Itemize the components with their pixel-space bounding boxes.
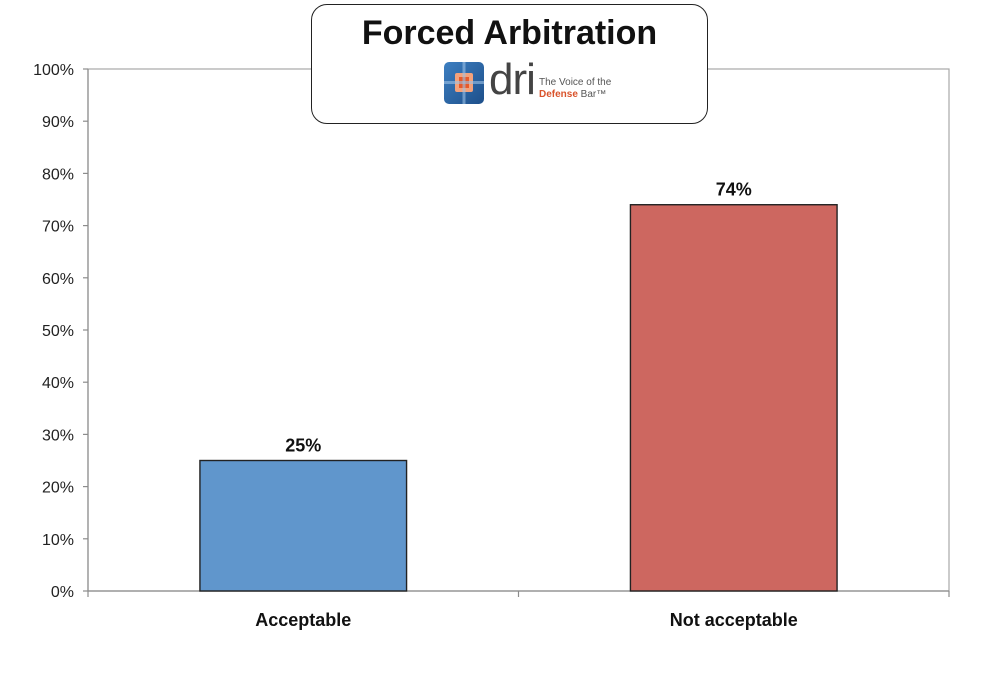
bar-acceptable — [199, 459, 408, 592]
dri-tagline: The Voice of the Defense Bar™ — [539, 77, 611, 101]
y-tick-label: 10% — [42, 532, 74, 549]
y-axis: 0% 10% 20% 30% 40% 50% 60% 70% 80% 90% 100% — [33, 62, 88, 601]
x-tick-label: Acceptable — [255, 610, 351, 630]
data-label: 25% — [285, 436, 321, 456]
y-tick-label: 50% — [42, 323, 74, 340]
y-tick-label: 90% — [42, 114, 74, 131]
y-tick-label: 0% — [51, 584, 74, 601]
y-tick-label: 70% — [42, 219, 74, 236]
dri-tagline-rest: Bar™ — [577, 89, 607, 100]
dri-tagline-line1: The Voice of the — [539, 77, 612, 88]
bar-not-acceptable — [629, 204, 838, 592]
dri-logo: dri The Voice of the Defense Bar™ — [443, 55, 623, 109]
y-tick-label: 20% — [42, 480, 74, 497]
x-tick-label: Not acceptable — [670, 610, 798, 630]
y-tick-label: 80% — [42, 166, 74, 183]
dri-logo-icon — [444, 62, 484, 104]
dri-wordmark: dri — [489, 55, 536, 104]
x-axis: Acceptable Not acceptable — [87, 591, 950, 630]
data-label: 74% — [716, 180, 752, 200]
title-box: Forced Arbitration dri The Voice of the … — [311, 4, 708, 124]
chart-title: Forced Arbitration — [361, 14, 658, 52]
y-tick-label: 100% — [33, 62, 74, 79]
dri-tagline-accent: Defense — [539, 89, 578, 100]
y-tick-label: 40% — [42, 375, 74, 392]
y-tick-label: 60% — [42, 271, 74, 288]
y-tick-label: 30% — [42, 427, 74, 444]
bars: 25% 74% — [199, 180, 838, 592]
